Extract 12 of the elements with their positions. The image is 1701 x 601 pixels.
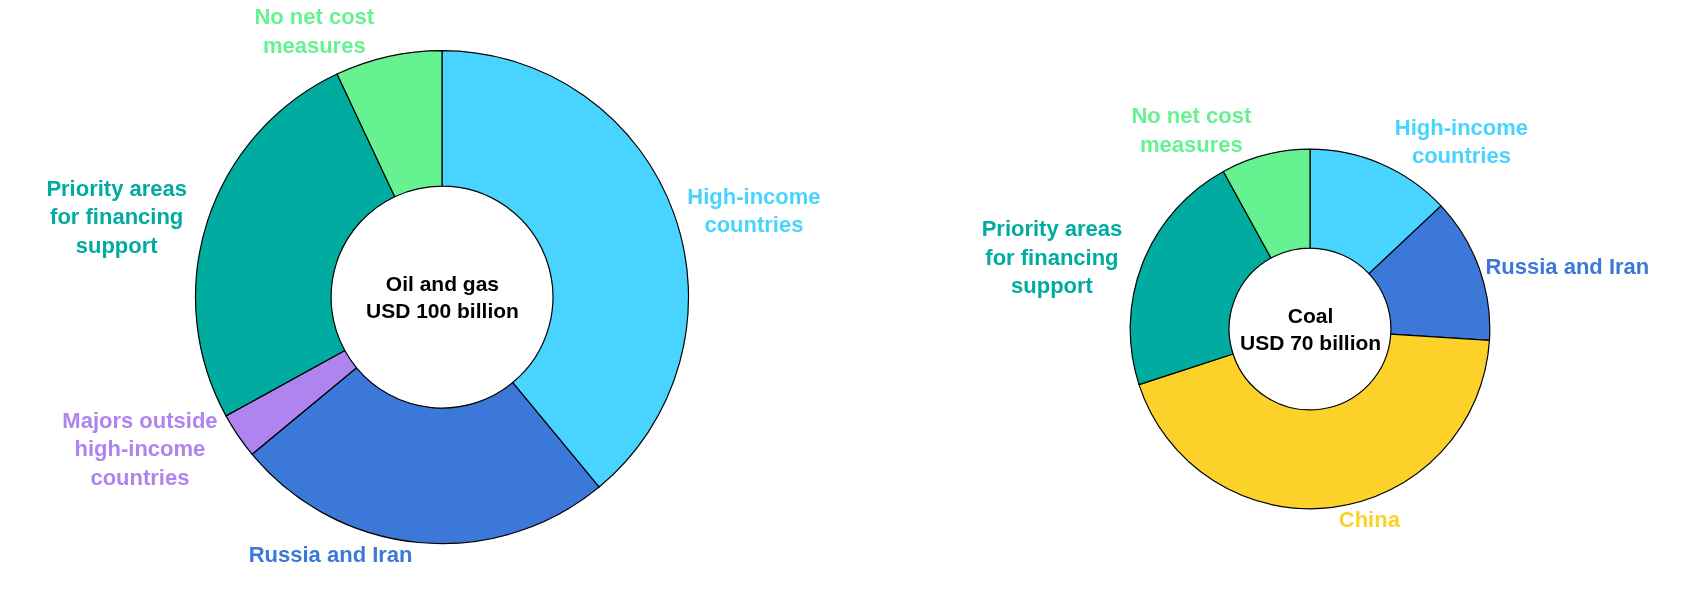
slice-label: No net cost measures	[1131, 102, 1252, 157]
slice-label: Priority areas for financing support	[981, 216, 1123, 299]
slice-label: Priority areas for financing support	[46, 175, 188, 259]
slice-label: Russia and Iran	[1485, 254, 1650, 280]
text: Coal USD 70 billion	[1240, 304, 1382, 355]
slice-label: Russia and Iran	[248, 542, 413, 568]
slice-label: Majors outside high-income countries	[62, 407, 218, 490]
slice-label: China	[1338, 507, 1401, 533]
slice-label: No net cost measures	[254, 4, 375, 58]
slice-label: High-income countries	[1394, 114, 1529, 169]
slice-label: High-income countries	[687, 183, 821, 238]
text: Oil and gas USD 100 billion	[366, 272, 519, 323]
